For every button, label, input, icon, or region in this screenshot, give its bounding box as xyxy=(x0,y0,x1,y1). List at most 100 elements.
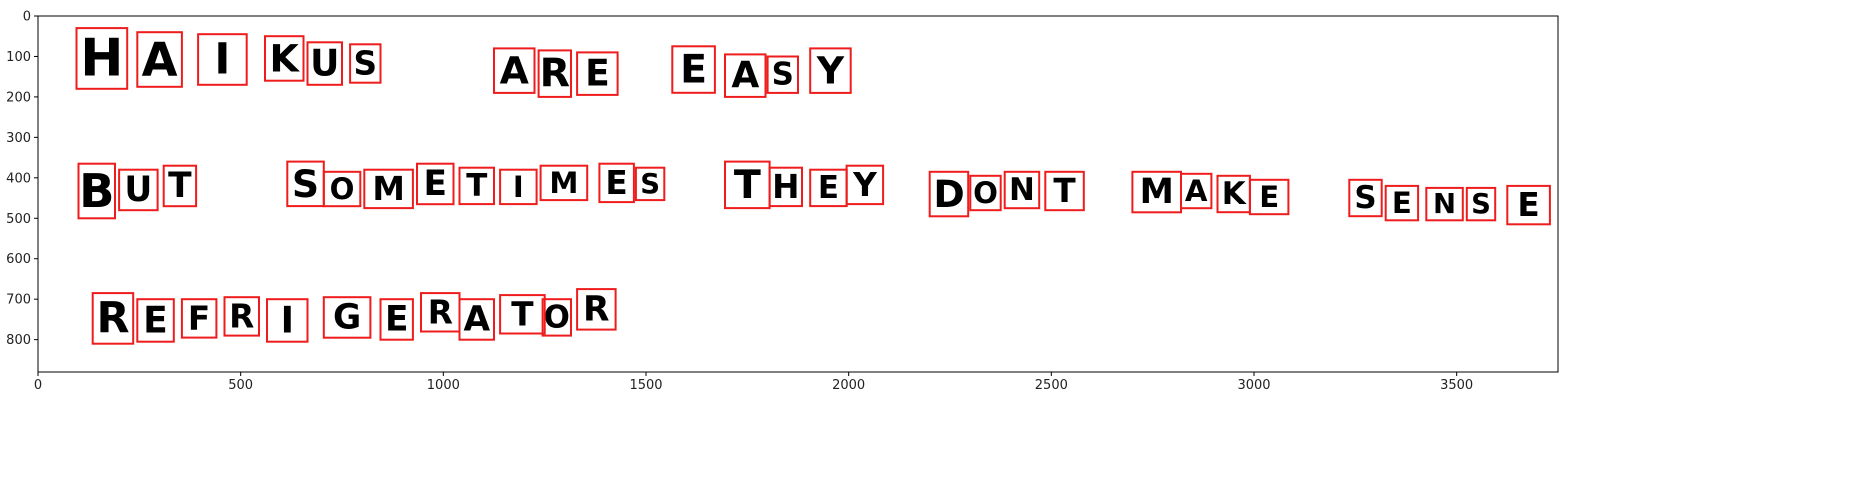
handwritten-letter: A xyxy=(142,33,178,87)
handwritten-letter: S xyxy=(1354,180,1376,216)
y-tick-label: 400 xyxy=(6,171,31,186)
handwritten-letter: O xyxy=(544,299,570,335)
letter-bounding-box xyxy=(197,33,248,86)
handwritten-letter: A xyxy=(1185,174,1208,208)
handwritten-letter: S xyxy=(640,168,660,200)
letter-bounding-box xyxy=(576,51,619,96)
letter-bounding-box xyxy=(322,296,372,339)
x-tick-label: 3000 xyxy=(1237,378,1270,393)
letter-bounding-box xyxy=(136,31,183,88)
letter-bounding-box xyxy=(809,47,852,94)
letter-bounding-box xyxy=(223,296,260,337)
letter-bounding-box xyxy=(969,174,1002,212)
letter-bounding-box xyxy=(379,298,414,341)
y-tick-label: 500 xyxy=(6,212,31,227)
letter-bounding-box xyxy=(266,298,309,343)
handwritten-letter: D xyxy=(933,172,964,216)
letter-bounding-box xyxy=(499,294,546,335)
handwritten-letter: I xyxy=(513,170,524,204)
handwritten-letter: R xyxy=(583,289,609,329)
handwritten-letter: A xyxy=(500,49,530,93)
handwritten-letter: E xyxy=(385,299,409,339)
letter-bounding-box xyxy=(541,298,572,337)
handwritten-letter: T xyxy=(511,295,534,333)
handwritten-letter: S xyxy=(354,45,378,83)
letter-bounding-box xyxy=(458,298,495,341)
letter-bounding-box xyxy=(136,298,175,343)
handwritten-letter: E xyxy=(423,164,447,204)
letter-bounding-box xyxy=(539,164,589,202)
handwritten-letter: U xyxy=(310,43,339,85)
letter-bounding-box xyxy=(928,170,970,218)
handwritten-letter: U xyxy=(124,170,152,210)
letter-bounding-box xyxy=(1465,186,1497,222)
x-tick-label: 3500 xyxy=(1440,378,1473,393)
x-tick-label: 500 xyxy=(228,378,253,393)
letter-bounding-box xyxy=(1248,178,1290,216)
handwritten-letter: T xyxy=(1053,172,1076,210)
letter-bounding-box xyxy=(75,27,129,90)
handwritten-letter: K xyxy=(270,37,301,81)
letter-bounding-box xyxy=(91,292,135,345)
handwritten-letter: G xyxy=(333,297,361,337)
handwritten-letter: E xyxy=(818,170,839,206)
handwritten-letter: E xyxy=(143,299,168,341)
handwritten-letter: Y xyxy=(852,166,877,204)
handwritten-letter: T xyxy=(168,166,192,206)
letter-bounding-box xyxy=(306,41,343,86)
letter-bounding-box xyxy=(766,55,799,94)
letter-bounding-box xyxy=(1506,184,1551,226)
handwritten-letter: S xyxy=(772,57,794,93)
letter-bounding-box xyxy=(1003,170,1041,210)
bounding-box-layer xyxy=(75,27,1551,345)
handwritten-letter: E xyxy=(1517,186,1539,224)
x-axis: 0 500 1000 1500 2000 2500 3000 3500 xyxy=(34,372,1473,393)
y-tick-label: 800 xyxy=(6,333,31,348)
handwritten-letter: E xyxy=(1392,186,1412,220)
letter-bounding-box xyxy=(671,45,716,94)
handwritten-letter: O xyxy=(973,176,998,210)
handwritten-letter: I xyxy=(214,35,230,85)
letter-bounding-box xyxy=(1384,184,1420,222)
letter-bounding-box xyxy=(499,168,538,206)
handwritten-letter: O xyxy=(330,172,355,206)
x-tick-label: 1000 xyxy=(427,378,460,393)
handwritten-letter: R xyxy=(229,297,254,335)
handwritten-letter: T xyxy=(734,162,761,208)
letter-bounding-box xyxy=(634,166,666,202)
handwritten-letter: E xyxy=(680,47,707,93)
letter-bounding-box xyxy=(493,47,536,94)
letter-bounding-box xyxy=(322,170,362,208)
letter-bounding-box xyxy=(768,166,803,208)
plot-frame xyxy=(37,15,1559,373)
handwritten-letter: A xyxy=(731,55,759,97)
x-tick-label: 2500 xyxy=(1035,378,1068,393)
handwritten-letter: M xyxy=(549,166,578,200)
letter-bounding-box xyxy=(458,166,495,206)
y-axis: 0 100 200 300 400 500 600 700 800 xyxy=(6,10,38,348)
letter-bounding-box xyxy=(598,162,635,204)
letter-bounding-box xyxy=(1348,178,1383,218)
handwritten-letter: R xyxy=(96,293,129,343)
letter-bounding-box xyxy=(363,168,414,210)
y-tick-label: 100 xyxy=(6,50,31,65)
letter-bounding-box xyxy=(537,49,572,98)
handwritten-letter: H xyxy=(80,29,123,89)
letter-bounding-box xyxy=(180,298,218,339)
handwritten-letter: S xyxy=(292,162,319,206)
letter-bounding-box xyxy=(1425,186,1464,222)
letter-bounding-box xyxy=(162,164,198,208)
letter-bounding-box xyxy=(576,288,617,331)
handwritten-letter: M xyxy=(1140,172,1174,212)
handwritten-letter: S xyxy=(1471,188,1491,220)
handwritten-letter: T xyxy=(466,168,487,204)
letter-bounding-box xyxy=(1044,170,1085,212)
letter-bounding-box xyxy=(1180,172,1213,210)
letter-bounding-box xyxy=(264,35,305,82)
letter-bounding-box xyxy=(118,168,159,212)
handwritten-letter: R xyxy=(540,51,570,97)
handwritten-letter: E xyxy=(605,164,627,202)
letter-bounding-box xyxy=(724,53,767,98)
handwriting-layer: H A I K U S A R E E A S YB U T S O M E T I M E S T H E Y D O N T M A K E S E N… xyxy=(79,29,1540,344)
